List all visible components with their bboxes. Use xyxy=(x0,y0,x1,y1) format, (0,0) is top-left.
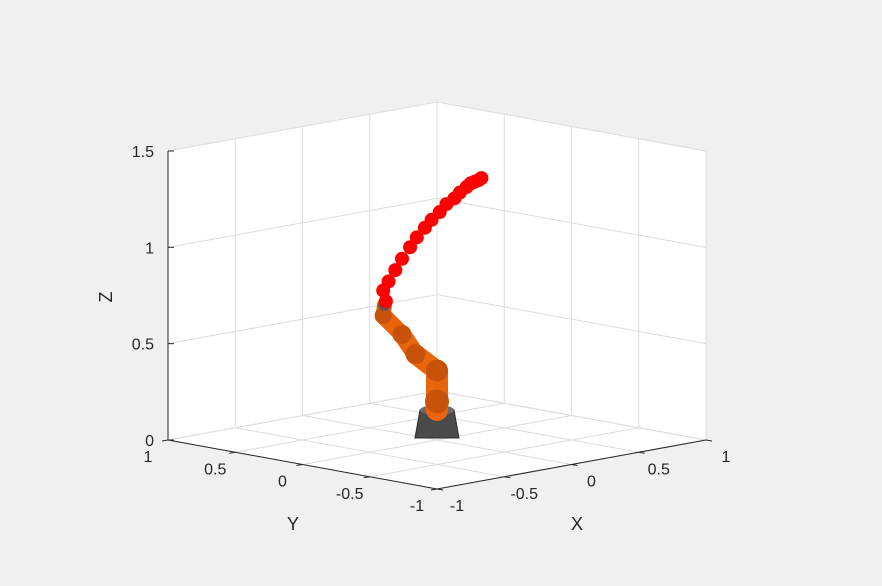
grid xyxy=(167,101,707,490)
trajectory-point xyxy=(409,230,424,245)
y-tick-mark xyxy=(296,464,303,466)
y-tick-mark xyxy=(430,488,438,491)
x-tick-label: -1 xyxy=(450,498,464,515)
z-tick-label: 1 xyxy=(145,240,154,257)
wall-gridline-horizontal xyxy=(167,197,707,248)
y-tick-label: 0.5 xyxy=(204,461,226,478)
wall-gridline-horizontal xyxy=(167,101,707,152)
y-tick-label: -0.5 xyxy=(336,486,364,503)
y-tick-label: 1 xyxy=(144,449,153,466)
y-tick-mark xyxy=(161,439,169,442)
floor-gridline-y xyxy=(302,415,572,465)
x-tick-label: -0.5 xyxy=(510,486,538,503)
z-tick-label: 0.5 xyxy=(132,337,154,354)
x-tick-mark xyxy=(436,488,444,491)
y-tick-mark xyxy=(229,451,236,454)
x-tick-mark xyxy=(571,464,578,466)
wall-gridline-horizontal xyxy=(167,294,707,345)
trajectory-point xyxy=(474,171,489,186)
trajectory-point xyxy=(403,240,418,255)
x-tick-mark xyxy=(638,451,645,454)
y-tick-mark xyxy=(363,476,370,479)
y-axis-label: Y xyxy=(287,514,299,534)
x-tick-mark xyxy=(504,476,511,479)
z-axis-label: Z xyxy=(96,292,116,303)
y-tick-label: 0 xyxy=(278,474,287,491)
x-axis-label: X xyxy=(571,514,583,534)
y-tick-label: -1 xyxy=(410,498,424,515)
robot-joint xyxy=(374,307,392,325)
x-tick-label: 0.5 xyxy=(648,461,670,478)
floor-gridline-x xyxy=(369,402,639,453)
robot-joint xyxy=(426,359,448,382)
trajectory-points xyxy=(376,171,489,309)
robot-arm xyxy=(374,297,460,439)
trajectory-point xyxy=(381,274,396,289)
z-tick-label: 1.5 xyxy=(132,144,154,161)
trajectory-point xyxy=(395,251,410,266)
x-tick-label: 0 xyxy=(587,474,596,491)
robot-joint xyxy=(405,344,426,365)
trajectory-point xyxy=(388,263,403,278)
x-tick-mark xyxy=(705,439,713,442)
robot-joint xyxy=(392,324,412,344)
trajectory-point xyxy=(378,294,393,309)
x-tick-label: 1 xyxy=(722,449,731,466)
floor-gridline-y xyxy=(235,402,505,453)
z-tick-label: 0 xyxy=(145,433,154,450)
robot-joint xyxy=(425,389,449,414)
axes-lines xyxy=(161,150,713,491)
